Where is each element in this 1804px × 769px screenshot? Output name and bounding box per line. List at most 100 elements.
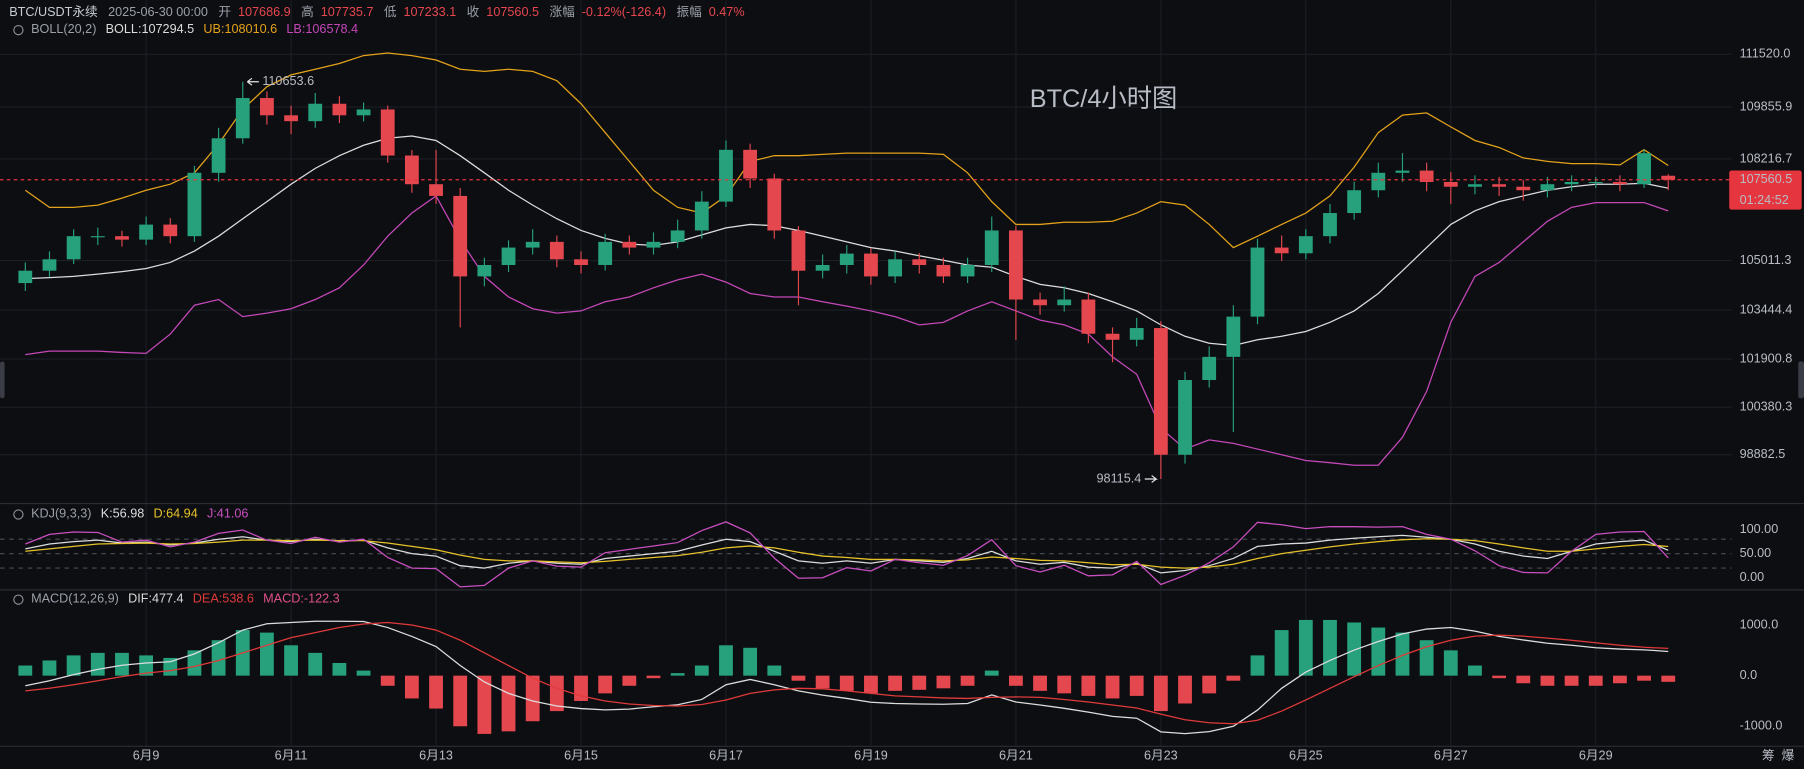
- macd-bar: [1347, 622, 1362, 676]
- y-tick-label: 98882.5: [1740, 447, 1786, 461]
- candle-body: [549, 241, 564, 260]
- macd-bar: [1419, 640, 1434, 676]
- macd-bar: [1226, 675, 1241, 681]
- candle-body: [1468, 184, 1482, 187]
- candle-body: [429, 184, 443, 196]
- last-price-label: 107560.5: [1740, 172, 1793, 186]
- x-tick-label: 6月19: [854, 748, 888, 762]
- arrow: [247, 77, 259, 86]
- candle-body: [1443, 181, 1458, 187]
- y-tick-label: -1000.0: [1740, 719, 1783, 733]
- candle-body: [260, 98, 274, 116]
- macd-bar: [815, 675, 830, 689]
- candle-body: [1057, 299, 1072, 306]
- candle-body: [1226, 316, 1241, 357]
- macd-bar: [332, 662, 347, 676]
- macd-bar: [549, 675, 564, 712]
- macd-bar: [1298, 619, 1313, 676]
- macd-bar: [66, 655, 81, 676]
- candle-body: [719, 149, 733, 202]
- macd-bar: [864, 675, 878, 694]
- candle-body: [694, 201, 709, 231]
- macd-bar: [719, 645, 733, 676]
- candle-body: [888, 259, 902, 277]
- candle-body: [235, 98, 250, 139]
- macd-bar: [1033, 675, 1047, 691]
- x-tick-label: 6月9: [133, 748, 160, 762]
- indicator-icon[interactable]: [13, 594, 24, 605]
- candle-body: [187, 172, 202, 237]
- toolbar-button[interactable]: 爆: [1782, 748, 1795, 762]
- amplitude-label: 振幅: [676, 5, 702, 19]
- last-price-box: [1729, 170, 1802, 210]
- candle-body: [501, 247, 516, 265]
- macd-bar: [1540, 675, 1555, 686]
- macd-bar: [670, 673, 685, 676]
- macd-bar: [1661, 675, 1676, 682]
- candle-body: [1202, 356, 1217, 380]
- macd-bar: [1008, 675, 1023, 686]
- x-tick-label: 6月13: [419, 748, 453, 762]
- candle-body: [1129, 328, 1144, 340]
- candle-body: [598, 241, 613, 265]
- candle-body: [1298, 236, 1313, 254]
- close-label: 收: [467, 5, 480, 19]
- left-tab[interactable]: [0, 361, 5, 399]
- x-tick-label: 6月27: [1434, 748, 1468, 762]
- macd-bar: [453, 675, 468, 727]
- legend-entry: DIF:477.4: [128, 592, 184, 606]
- candle-body: [864, 253, 878, 277]
- macd-bar: [115, 652, 129, 676]
- macd-bar: [139, 655, 154, 676]
- candle-body: [380, 109, 395, 156]
- candle-body: [767, 178, 782, 231]
- candle-body: [284, 115, 298, 122]
- candle-body: [646, 241, 661, 248]
- indicator-line: [25, 621, 1669, 725]
- indicator-icon[interactable]: [13, 24, 24, 36]
- candle-body: [1323, 213, 1337, 237]
- macd-bar: [260, 632, 274, 676]
- indicator-line: [25, 538, 1669, 569]
- y-tick-label: 1000.0: [1740, 617, 1779, 631]
- macd-bar: [598, 675, 613, 694]
- candle-body: [1540, 184, 1555, 191]
- macd-bar: [284, 645, 298, 676]
- macd-bar: [1081, 675, 1096, 696]
- indicator-line: [25, 521, 1669, 588]
- macd-bar: [1178, 675, 1192, 704]
- y-tick-label: 105011.3: [1740, 253, 1792, 267]
- arrow: [1144, 475, 1158, 483]
- toolbar-button[interactable]: 筹: [1762, 747, 1775, 762]
- macd-bar: [743, 647, 758, 676]
- low-value: 107233.1: [404, 5, 457, 19]
- indicator-title: MACD(12,26,9): [31, 592, 119, 606]
- candle-body: [42, 259, 57, 271]
- indicator-line: [25, 195, 1669, 466]
- candle-body: [670, 230, 685, 242]
- legend-entry: DEA:538.6: [193, 592, 254, 606]
- high-marker: 110653.6: [262, 74, 314, 88]
- macd-bar: [1202, 675, 1217, 694]
- macd-bar: [1395, 632, 1410, 676]
- macd-bar: [622, 675, 637, 686]
- macd-bar: [888, 675, 902, 691]
- macd-bar: [404, 675, 419, 699]
- macd-bar: [767, 665, 782, 676]
- candle-body: [1371, 172, 1386, 191]
- x-tick-label: 6月15: [564, 748, 598, 762]
- candle-body: [912, 259, 927, 265]
- macd-bar: [1564, 675, 1579, 686]
- indicator-legend: KDJ(9,3,3) K:56.98 D:64.94 J:41.06: [31, 507, 248, 521]
- y-tick-label: 108216.7: [1740, 151, 1793, 165]
- candle-body: [1250, 247, 1265, 317]
- indicator-icon[interactable]: [13, 509, 24, 520]
- right-tab[interactable]: [1798, 361, 1804, 399]
- y-tick-label: 0.0: [1740, 668, 1758, 682]
- macd-bar: [211, 640, 226, 676]
- candle-body: [404, 155, 419, 185]
- ohlc-header: BTC/USDT永续 2025-06-30 00:00 开 107686.9 高…: [9, 4, 744, 19]
- x-tick-label: 6月29: [1579, 748, 1613, 762]
